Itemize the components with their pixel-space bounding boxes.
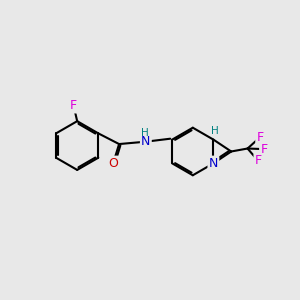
- Text: N: N: [141, 135, 151, 148]
- Text: O: O: [108, 157, 118, 170]
- Text: F: F: [260, 142, 268, 156]
- Text: H: H: [211, 126, 219, 136]
- Text: N: N: [209, 157, 218, 170]
- Text: H: H: [141, 128, 149, 138]
- Text: F: F: [256, 131, 264, 144]
- Text: F: F: [255, 154, 262, 167]
- Text: F: F: [70, 99, 77, 112]
